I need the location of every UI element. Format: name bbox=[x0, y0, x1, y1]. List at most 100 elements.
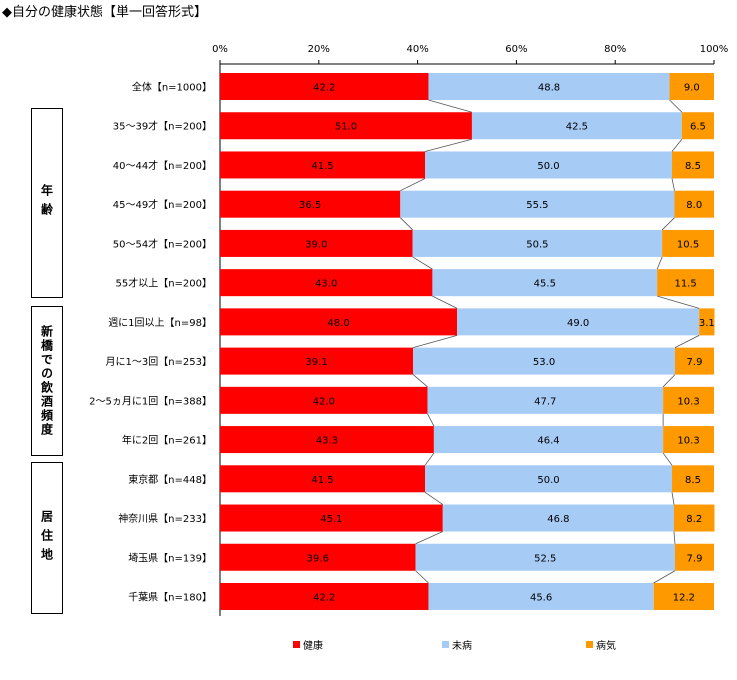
series-connector-line bbox=[412, 374, 428, 388]
bar-value-label: 9.0 bbox=[684, 83, 700, 94]
bar-value-label: 10.3 bbox=[677, 436, 699, 447]
bar-segment-sick bbox=[672, 465, 714, 493]
bar-value-label: 49.0 bbox=[567, 318, 589, 329]
series-connector-line bbox=[415, 570, 429, 584]
bar-value-label: 52.5 bbox=[534, 553, 556, 564]
bar-segment-mibyo bbox=[432, 269, 658, 297]
category-label: 東京都【n=448】 bbox=[128, 473, 212, 486]
category-label: 週に1回以上【n=98】 bbox=[108, 317, 212, 329]
legend-item-sick: 病気 bbox=[586, 637, 616, 652]
bar-value-label: 50.5 bbox=[526, 239, 548, 250]
bar-segment-mibyo bbox=[433, 426, 664, 454]
bar-value-label: 39.1 bbox=[305, 357, 327, 368]
series-connector-line bbox=[424, 452, 435, 466]
bar-value-label: 42.2 bbox=[313, 83, 335, 94]
bar-segment-health bbox=[220, 426, 434, 454]
legend-label-sick: 病気 bbox=[596, 641, 616, 652]
bar-segment-health bbox=[220, 465, 426, 493]
category-label: 全体【n=1000】 bbox=[132, 81, 212, 94]
series-connector-line bbox=[427, 413, 435, 427]
bar-segment-mibyo bbox=[415, 543, 675, 571]
series-connector-line bbox=[671, 178, 675, 191]
bar-value-label: 48.0 bbox=[327, 318, 349, 329]
series-connector-line bbox=[671, 492, 675, 505]
bar-segment-sick bbox=[674, 543, 714, 571]
category-label: 50～54才【n=200】 bbox=[113, 237, 212, 250]
bar-segment-health bbox=[220, 269, 433, 297]
group-label-residence: 居住地 bbox=[39, 509, 54, 567]
series-connector-line bbox=[415, 531, 443, 545]
category-label: 2～5ヵ月に1回【n=388】 bbox=[89, 395, 212, 407]
series-connector-line bbox=[662, 452, 673, 466]
bar-segment-sick bbox=[674, 190, 714, 218]
bar-segment-health bbox=[220, 112, 472, 140]
bar-value-label: 11.5 bbox=[674, 279, 696, 290]
bar-segment-health bbox=[220, 308, 458, 336]
bar-value-label: 3.1 bbox=[699, 318, 715, 329]
bar-segment-mibyo bbox=[400, 190, 675, 218]
bar-segment-sick bbox=[673, 504, 715, 532]
x-tick-label: 0% bbox=[212, 44, 228, 55]
series-connector-line bbox=[661, 217, 675, 231]
bar-segment-sick bbox=[681, 112, 714, 140]
bar-value-label: 43.0 bbox=[315, 279, 337, 290]
series-connector-line bbox=[400, 217, 413, 231]
legend-swatch-sick bbox=[586, 641, 593, 648]
legend-item-mibyo: 未病 bbox=[442, 637, 472, 652]
series-connector-line bbox=[653, 570, 676, 584]
bar-segment-health bbox=[220, 229, 413, 257]
x-tick-label: 40% bbox=[406, 44, 428, 55]
category-label: 月に1～3回【n=253】 bbox=[105, 356, 212, 368]
series-connector-line bbox=[400, 178, 426, 192]
category-label: 年に2回【n=261】 bbox=[122, 434, 212, 447]
bar-segment-health bbox=[220, 190, 401, 218]
bar-segment-mibyo bbox=[412, 229, 663, 257]
bar-value-label: 53.0 bbox=[533, 357, 555, 368]
bar-value-label: 51.0 bbox=[335, 122, 357, 133]
bar-segment-mibyo bbox=[471, 112, 682, 140]
bar-value-label: 48.8 bbox=[538, 83, 560, 94]
bar-value-label: 50.0 bbox=[537, 161, 559, 172]
bar-value-label: 42.2 bbox=[313, 592, 335, 603]
bar-value-label: 8.5 bbox=[685, 161, 701, 172]
series-connector-line bbox=[671, 138, 683, 152]
group-box-residence: 居住地 bbox=[31, 462, 63, 614]
bar-segment-mibyo bbox=[457, 308, 700, 336]
legend-label-health: 健康 bbox=[303, 641, 323, 652]
group-box-drinking-frequency: 新橋での飲酒頻度 bbox=[31, 306, 63, 456]
bar-value-label: 7.9 bbox=[687, 553, 703, 564]
bar-segment-health bbox=[220, 151, 426, 179]
category-label: 55才以上【n=200】 bbox=[115, 277, 212, 290]
bar-segment-mibyo bbox=[413, 347, 675, 375]
x-tick-label: 60% bbox=[505, 44, 527, 55]
bar-segment-health bbox=[220, 543, 416, 571]
bar-segment-sick bbox=[674, 347, 714, 375]
category-label: 35～39才【n=200】 bbox=[113, 120, 212, 133]
bar-value-label: 55.5 bbox=[526, 200, 548, 211]
bar-value-label: 8.2 bbox=[686, 514, 702, 525]
bar-value-label: 7.9 bbox=[687, 357, 703, 368]
bar-segment-sick bbox=[653, 582, 714, 610]
bar-value-label: 46.8 bbox=[547, 514, 569, 525]
bar-value-label: 42.0 bbox=[313, 396, 335, 407]
x-tick-label: 100% bbox=[700, 44, 729, 55]
category-label: 神奈川県【n=233】 bbox=[118, 512, 212, 525]
bar-segment-sick bbox=[657, 269, 714, 297]
bar-value-label: 39.0 bbox=[305, 239, 327, 250]
bar-segment-mibyo bbox=[442, 504, 674, 532]
bar-segment-health bbox=[220, 504, 443, 532]
series-connector-line bbox=[413, 334, 458, 348]
series-connector-line bbox=[432, 295, 458, 309]
bar-segment-sick bbox=[669, 73, 714, 100]
bar-value-label: 45.6 bbox=[530, 592, 552, 603]
bar-value-label: 8.5 bbox=[685, 475, 701, 486]
bar-segment-health bbox=[220, 582, 429, 610]
bar-segment-mibyo bbox=[425, 465, 673, 493]
category-label: 45～49才【n=200】 bbox=[113, 198, 212, 211]
bar-segment-sick bbox=[699, 308, 715, 336]
bar-value-label: 39.6 bbox=[307, 553, 329, 564]
series-connector-line bbox=[674, 335, 700, 348]
bar-value-label: 45.5 bbox=[534, 279, 556, 290]
group-label-age: 年齢 bbox=[39, 184, 54, 222]
bar-value-label: 45.1 bbox=[320, 514, 342, 525]
